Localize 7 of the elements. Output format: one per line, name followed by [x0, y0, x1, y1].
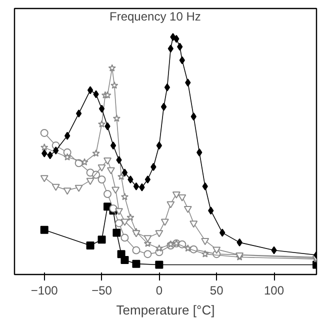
x-tick-label: 0 [156, 284, 163, 298]
x-tick-label: 100 [264, 284, 284, 298]
x-tick-label: −100 [30, 284, 58, 298]
x-tick-label: 50 [210, 284, 224, 298]
x-axis-title: Temperature [°C] [116, 302, 215, 318]
text: Frequency 10 Hz [110, 10, 201, 24]
x-tick-label: −50 [92, 284, 112, 298]
